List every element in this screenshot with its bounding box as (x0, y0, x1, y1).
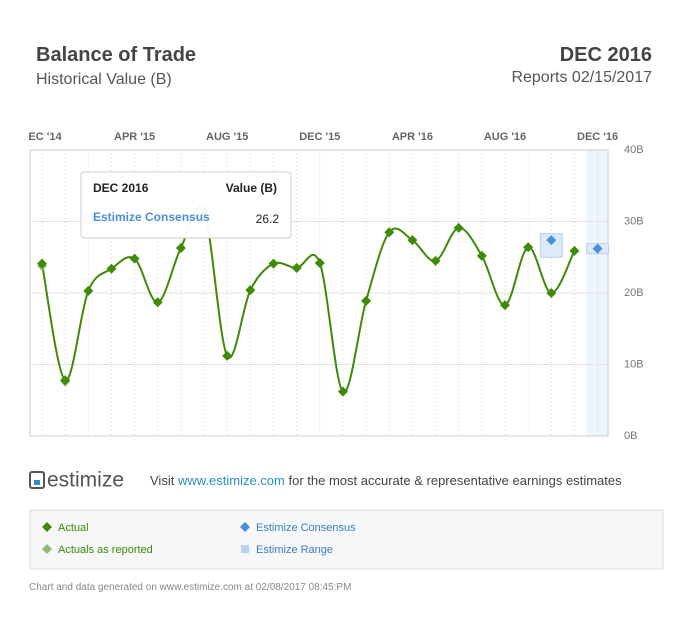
x-tick-label: DEC '16 (577, 131, 618, 143)
tooltip-series: Estimize Consensus (93, 210, 210, 224)
y-tick-label: 0B (624, 430, 637, 442)
y-tick-label: 30B (624, 215, 644, 227)
point (569, 245, 580, 256)
point (500, 300, 510, 311)
period: DEC 2016 (559, 44, 652, 66)
tooltip: DEC 2016 Value (B) Estimize Consensus 26.2 (80, 171, 292, 239)
y-tick-label: 40B (624, 144, 644, 156)
point (37, 258, 47, 269)
generated-note: Chart and data generated on www.estimize… (29, 582, 352, 593)
tooltip-value: 26.2 (256, 212, 280, 226)
report-date: Reports 02/15/2017 (511, 69, 652, 86)
point (129, 253, 140, 264)
point (291, 262, 302, 273)
tooltip-box (80, 171, 292, 239)
point (453, 222, 464, 233)
logo-icon-bar (34, 480, 40, 485)
logo: estimize (47, 469, 124, 492)
point (245, 285, 256, 296)
tooltip-column: Value (B) (226, 181, 277, 195)
legend-marker (240, 522, 250, 532)
legend-label: Estimize Range (256, 544, 333, 556)
plot-frame (29, 149, 609, 437)
point (222, 350, 233, 361)
link[interactable]: www.estimize.com (177, 473, 285, 488)
x-tick-label: EC '14 (28, 131, 62, 143)
x-tick-label: APR '15 (114, 131, 155, 143)
promo-text: for the most accurate & representative e… (288, 473, 622, 488)
point (60, 375, 71, 386)
subtitle: Historical Value (B) (36, 71, 172, 88)
y-tick-label: 10B (624, 358, 644, 370)
legend-label: Actual (58, 522, 89, 534)
point (523, 242, 534, 253)
point (546, 235, 557, 246)
legend-label: Actuals as reported (58, 544, 153, 556)
x-tick-label: AUG '15 (206, 131, 248, 143)
x-tick-label: DEC '15 (299, 131, 340, 143)
point (83, 285, 94, 296)
range-box (539, 233, 563, 258)
point (268, 258, 279, 269)
legend-label: Estimize Consensus (256, 522, 356, 534)
legend-box (29, 509, 664, 570)
legend-marker (241, 545, 249, 553)
logo-icon (29, 471, 45, 489)
x-tick-label: APR '16 (392, 131, 433, 143)
point (152, 297, 163, 308)
point (384, 227, 395, 238)
point (175, 242, 186, 253)
point (337, 386, 348, 397)
point (314, 257, 325, 268)
legend-marker (42, 522, 52, 532)
x-tick-label: AUG '16 (484, 131, 526, 143)
point (546, 288, 557, 298)
point (361, 295, 372, 306)
promo: Visit www.estimize.com for the most accu… (150, 473, 622, 488)
point (476, 250, 487, 261)
tooltip-title: DEC 2016 (93, 181, 149, 195)
point (592, 243, 603, 254)
point (106, 263, 117, 274)
legend-marker (42, 544, 52, 554)
y-tick-label: 20B (624, 287, 644, 299)
title: Balance of Trade (36, 44, 197, 66)
promo-text: Visit (150, 473, 175, 488)
point (407, 235, 418, 246)
point (430, 255, 441, 266)
